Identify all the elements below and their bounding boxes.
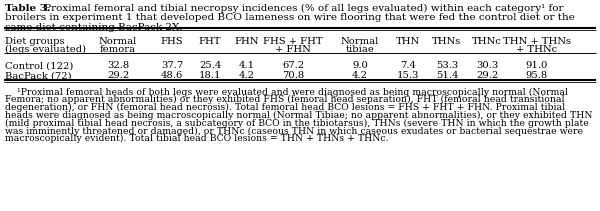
Text: 48.6: 48.6 — [161, 72, 183, 81]
Text: ¹Proximal femoral heads of both legs were evaluated and were diagnosed as being : ¹Proximal femoral heads of both legs wer… — [5, 88, 568, 97]
Text: Diet groups: Diet groups — [5, 37, 65, 46]
Text: 53.3: 53.3 — [436, 61, 458, 70]
Text: 18.1: 18.1 — [199, 72, 221, 81]
Text: degeneration), or FHN (femoral head necrosis). Total femoral head BCO lesions = : degeneration), or FHN (femoral head necr… — [5, 103, 565, 112]
Text: 4.2: 4.2 — [239, 72, 255, 81]
Text: 91.0: 91.0 — [526, 61, 548, 70]
Text: FHS + FHT: FHS + FHT — [263, 37, 323, 46]
Text: 4.1: 4.1 — [239, 61, 255, 70]
Text: FHN: FHN — [235, 37, 259, 46]
Text: 15.3: 15.3 — [397, 72, 419, 81]
Text: Normal: Normal — [99, 37, 137, 46]
Text: Normal: Normal — [341, 37, 379, 46]
Text: THN: THN — [396, 37, 420, 46]
Text: femora: femora — [100, 45, 136, 54]
Text: 4.2: 4.2 — [352, 72, 368, 81]
Text: Proximal femoral and tibial necropsy incidences (% of all legs evaluated) within: Proximal femoral and tibial necropsy inc… — [41, 4, 563, 13]
Text: 32.8: 32.8 — [107, 61, 129, 70]
Text: Femora; no apparent abnormalities) or they exhibited FHS (femoral head separatio: Femora; no apparent abnormalities) or th… — [5, 95, 565, 104]
Text: 9.0: 9.0 — [352, 61, 368, 70]
Text: was imminently threatened or damaged), or THNc (caseous THN in which caseous exu: was imminently threatened or damaged), o… — [5, 127, 583, 136]
Text: THNc: THNc — [472, 37, 502, 46]
Text: broilers in experiment 1 that developed BCO lameness on wire flooring that were : broilers in experiment 1 that developed … — [5, 14, 575, 23]
Text: 37.7: 37.7 — [161, 61, 183, 70]
Text: Control (122): Control (122) — [5, 61, 73, 70]
Text: 29.2: 29.2 — [107, 72, 129, 81]
Text: 70.8: 70.8 — [282, 72, 304, 81]
Text: 30.3: 30.3 — [476, 61, 498, 70]
Text: BacPack (72): BacPack (72) — [5, 72, 71, 81]
Text: (legs evaluated): (legs evaluated) — [5, 45, 86, 54]
Text: 25.4: 25.4 — [199, 61, 221, 70]
Text: same diet containing BacPack 2X.: same diet containing BacPack 2X. — [5, 23, 182, 32]
Text: 7.4: 7.4 — [400, 61, 416, 70]
Text: (mild proximal tibial head necrosis, a subcategory of BCO in the tibiotarsus), T: (mild proximal tibial head necrosis, a s… — [5, 119, 589, 128]
Text: THN + THNs: THN + THNs — [503, 37, 571, 46]
Text: macroscopically evident). Total tibial head BCO lesions = THN + THNs + THNc.: macroscopically evident). Total tibial h… — [5, 134, 389, 143]
Text: 67.2: 67.2 — [282, 61, 304, 70]
Text: + FHN: + FHN — [275, 45, 311, 54]
Text: 51.4: 51.4 — [436, 72, 458, 81]
Text: tibiae: tibiae — [346, 45, 374, 54]
Text: 95.8: 95.8 — [526, 72, 548, 81]
Text: Table 3.: Table 3. — [5, 4, 50, 13]
Text: heads were diagnosed as being macroscopically normal (Normal Tibiae; no apparent: heads were diagnosed as being macroscopi… — [5, 111, 593, 120]
Text: THNs: THNs — [433, 37, 461, 46]
Text: 29.2: 29.2 — [476, 72, 498, 81]
Text: FHT: FHT — [199, 37, 221, 46]
Text: FHS: FHS — [161, 37, 184, 46]
Text: + THNc: + THNc — [517, 45, 557, 54]
